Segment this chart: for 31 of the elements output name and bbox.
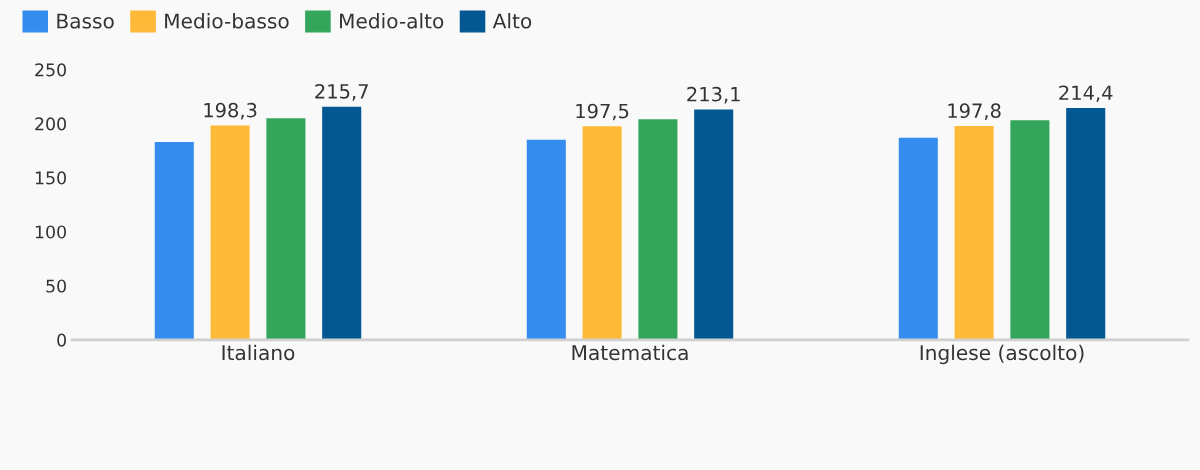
x-tick-label: Matematica (572, 344, 688, 361)
data-label: 213,1 (687, 86, 740, 104)
data-label: 197,5 (576, 103, 629, 121)
bar (1010, 120, 1050, 340)
bar (154, 141, 194, 340)
bar (526, 139, 566, 340)
y-tick-label: 0 (57, 333, 66, 347)
x-tick-label: Italiano (222, 344, 295, 361)
data-label: 214,4 (1059, 85, 1113, 103)
y-tick-label: 200 (35, 117, 66, 131)
data-label: 215,7 (315, 84, 368, 101)
bar (694, 109, 734, 340)
y-tick-label: 150 (35, 171, 66, 185)
data-label: 197,8 (948, 103, 1001, 121)
bar (638, 119, 678, 340)
bar (582, 126, 622, 340)
bar (266, 118, 306, 340)
legend-label: Basso (57, 13, 114, 29)
bar (898, 137, 938, 340)
legend-label: Alto (492, 13, 532, 29)
bar (1066, 108, 1106, 340)
bar (322, 106, 362, 340)
data-label: 198,3 (204, 102, 257, 120)
y-tick-label: 50 (46, 279, 66, 293)
bar (954, 125, 994, 340)
y-tick-label: 250 (35, 63, 66, 77)
y-tick-label: 100 (35, 225, 66, 239)
bar (210, 125, 250, 340)
legend-label: Medio-basso (165, 13, 289, 29)
legend-label: Medio-alto (340, 13, 444, 29)
x-tick-label: Inglese (ascolto) (920, 344, 1084, 365)
